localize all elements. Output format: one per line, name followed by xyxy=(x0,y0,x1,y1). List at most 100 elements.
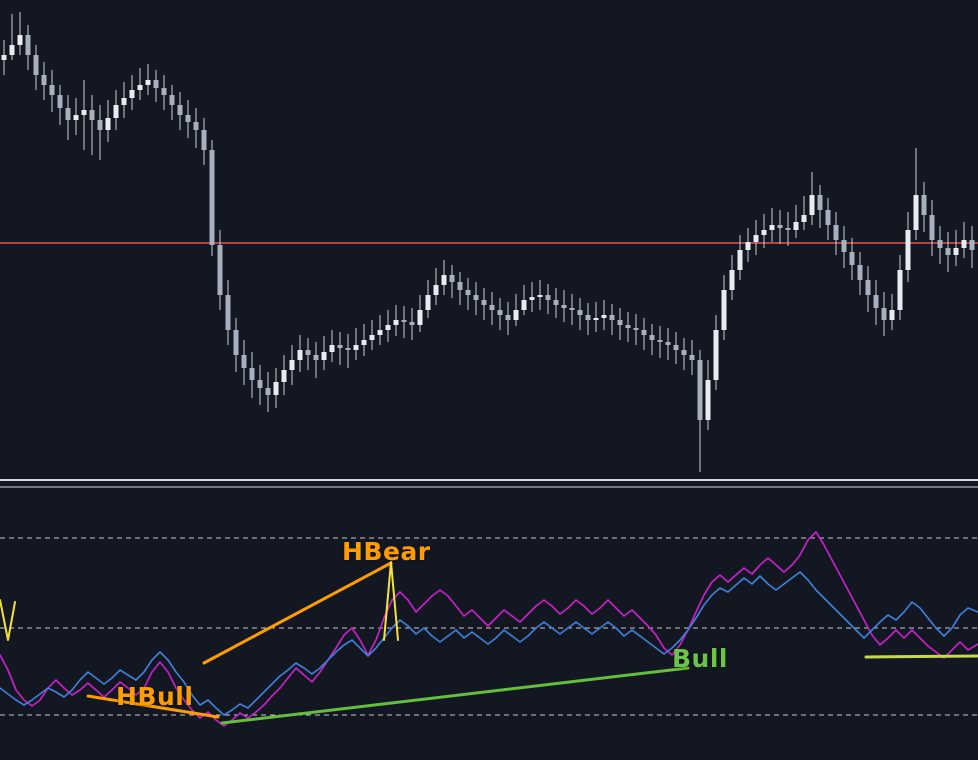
candle-body xyxy=(937,240,943,248)
candle-body xyxy=(369,335,375,340)
candle-body xyxy=(257,380,263,388)
candle-body xyxy=(793,222,799,230)
candle-body xyxy=(353,345,359,350)
candle-body xyxy=(601,315,607,318)
candle-body xyxy=(385,325,391,330)
candle-body xyxy=(441,275,447,285)
candle-body xyxy=(625,325,631,328)
candle-body xyxy=(737,250,743,270)
candle-body xyxy=(873,295,879,308)
flat-signal-right xyxy=(864,654,978,659)
candle-body xyxy=(225,295,231,330)
candle-body xyxy=(617,320,623,325)
candle-body xyxy=(425,295,431,310)
candle-body xyxy=(745,242,751,250)
candle-body xyxy=(401,320,407,322)
candle-body xyxy=(657,340,663,342)
candle-body xyxy=(489,305,495,310)
candle-body xyxy=(481,300,487,305)
candle-body xyxy=(377,330,383,335)
candle-body xyxy=(881,308,887,320)
candle-body xyxy=(273,382,279,395)
candle-body xyxy=(393,320,399,325)
candle-body xyxy=(897,270,903,310)
candle-body xyxy=(641,330,647,335)
candle-body xyxy=(817,195,823,210)
candle-body xyxy=(753,235,759,242)
candle-body xyxy=(905,230,911,270)
candle-body xyxy=(929,215,935,240)
candle-body xyxy=(521,300,527,310)
candle-body xyxy=(297,350,303,360)
candle-body xyxy=(9,45,15,55)
candle-body xyxy=(113,105,119,118)
candle-body xyxy=(17,35,23,45)
oscillator-signal-line xyxy=(0,571,978,716)
candle-body xyxy=(161,88,167,95)
candle-body xyxy=(585,315,591,320)
candle-body xyxy=(921,195,927,215)
hbear-divergence-line xyxy=(202,561,393,665)
candle-body xyxy=(705,380,711,420)
candle-body xyxy=(217,245,223,295)
candle-body xyxy=(833,225,839,240)
candle-body xyxy=(729,270,735,290)
candle-body xyxy=(281,370,287,382)
candle-body xyxy=(361,340,367,345)
candle-body xyxy=(33,55,39,75)
candle-body xyxy=(953,248,959,255)
candle-body xyxy=(233,330,239,355)
candle-body xyxy=(145,80,151,85)
candle-body xyxy=(25,35,31,55)
candle-body xyxy=(545,295,551,300)
candle-body xyxy=(121,98,127,105)
candle-body xyxy=(169,95,175,105)
candle-body xyxy=(689,355,695,360)
candle-body xyxy=(569,308,575,310)
candle-body xyxy=(465,290,471,295)
candle-body xyxy=(345,348,351,350)
candle-body xyxy=(505,315,511,320)
candle-body xyxy=(777,225,783,228)
candle-body xyxy=(449,275,455,282)
candle-body xyxy=(961,240,967,248)
candle-body xyxy=(681,350,687,355)
candle-body xyxy=(841,240,847,252)
candle-body xyxy=(105,118,111,130)
candle-body xyxy=(97,120,103,130)
candle-body xyxy=(577,310,583,315)
candle-body xyxy=(289,360,295,370)
candle-body xyxy=(633,328,639,330)
candle-body xyxy=(57,95,63,108)
candle-body xyxy=(697,360,703,420)
bull-divergence-line xyxy=(220,666,690,725)
candle-body xyxy=(473,295,479,300)
candle-body xyxy=(329,345,335,352)
candle-body xyxy=(497,310,503,315)
candle-body xyxy=(409,322,415,325)
candle-body xyxy=(561,305,567,308)
candle-body xyxy=(857,265,863,280)
candle-body xyxy=(1,55,7,60)
candle-body xyxy=(457,282,463,290)
candle-body xyxy=(337,345,343,348)
candle-body xyxy=(321,352,327,360)
candle-body xyxy=(801,215,807,222)
candle-body xyxy=(129,90,135,98)
candle-body xyxy=(81,110,87,115)
candle-body xyxy=(201,130,207,150)
candle-body xyxy=(265,388,271,395)
candle-body xyxy=(41,75,47,85)
candle-body xyxy=(513,310,519,320)
candle-body xyxy=(769,225,775,230)
candle-body xyxy=(153,80,159,88)
candle-body xyxy=(177,105,183,115)
yellow-spike-mid xyxy=(383,561,399,641)
candle-body xyxy=(945,248,951,255)
candle-body xyxy=(241,355,247,368)
candle-body xyxy=(209,150,215,245)
candle-body xyxy=(809,195,815,215)
